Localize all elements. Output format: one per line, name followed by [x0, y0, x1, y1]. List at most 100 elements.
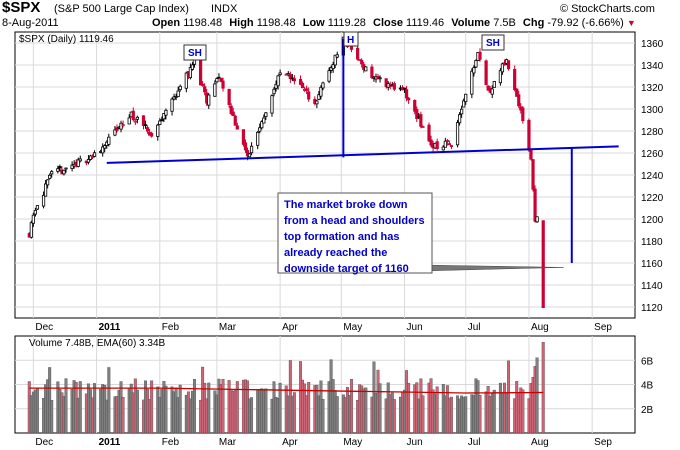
price-candle [64, 167, 68, 170]
price-candle [217, 76, 221, 79]
price-candle [517, 94, 521, 107]
price-candle [274, 83, 278, 89]
volume-bar [150, 380, 154, 433]
price-candle [435, 141, 439, 149]
x-tick-label: Sep [594, 322, 612, 333]
price-candle [413, 99, 417, 112]
ema-line [29, 387, 544, 394]
price-candle [300, 82, 305, 89]
price-candle [402, 87, 407, 90]
price-candle [364, 66, 368, 72]
chart-ticker: $SPX [2, 0, 41, 16]
price-candle [29, 222, 33, 238]
price-candle [115, 127, 119, 131]
volume-tick-label: 4B [641, 381, 654, 392]
volume-bar [107, 367, 111, 433]
price-candle [141, 115, 146, 126]
volume-bar [435, 386, 439, 433]
close-value: 1119.46 [406, 17, 445, 29]
volume-bar [292, 392, 296, 433]
volume-bar [507, 360, 511, 433]
price-candle [415, 109, 419, 119]
x-tick-label: Jun [407, 437, 423, 448]
price-candle [245, 150, 250, 157]
volume-bar [350, 379, 353, 433]
left-shoulder-label: SH [188, 48, 202, 59]
price-candle [241, 129, 246, 145]
price-candle [203, 86, 207, 93]
volume-bar [164, 385, 168, 433]
price-candle [305, 88, 309, 91]
price-candle [207, 94, 211, 106]
volume-bar [541, 342, 545, 433]
price-candle [243, 142, 248, 151]
price-candle [172, 96, 176, 100]
price-candle [472, 67, 476, 74]
open-label: Open [152, 17, 181, 29]
price-candle [258, 127, 262, 132]
change-value: -79.92 (-6.66%) [547, 17, 624, 29]
price-candle [407, 97, 411, 101]
price-candle [233, 115, 237, 126]
volume-bar [193, 379, 196, 433]
close-label: Close [373, 17, 403, 29]
price-candle [441, 146, 445, 151]
left-shoulder-tag [183, 44, 207, 61]
volume-legend: Volume 7.48B, EMA(60) 3.34B [29, 338, 166, 349]
price-candle [219, 77, 223, 82]
price-candle [360, 60, 364, 65]
price-candle [264, 112, 268, 117]
price-candle [307, 91, 311, 100]
volume-tick-label: 6B [641, 356, 654, 367]
x-tick-label: Aug [531, 322, 549, 333]
volume-bar [521, 389, 525, 433]
annotation-line-1: The market broke down [284, 199, 408, 211]
price-candle [474, 60, 478, 68]
volume-bar [392, 399, 396, 433]
neckline [106, 145, 619, 164]
ohlc-strip: Open 1198.48 High 1198.48 Low 1119.28 Cl… [152, 17, 636, 29]
price-candle [190, 64, 195, 70]
price-candle [333, 54, 337, 66]
annotation-line-2: from a head and shoulders [284, 215, 425, 227]
price-candle [378, 77, 382, 80]
price-candle [33, 210, 37, 215]
volume-bar [321, 398, 325, 433]
volume-bar [207, 382, 211, 433]
price-candle [92, 152, 97, 157]
price-candle [317, 94, 321, 100]
price-candle [498, 70, 502, 84]
volume-bar [221, 379, 225, 433]
price-candle [150, 132, 154, 137]
price-candle [421, 126, 425, 129]
price-candle [76, 159, 80, 167]
price-candle [48, 174, 52, 179]
price-candle [178, 85, 182, 91]
price-candle [427, 124, 431, 142]
volume-tick-label: 2B [641, 405, 654, 416]
price-candle [449, 145, 454, 147]
price-candle [35, 205, 40, 210]
price-candle [404, 89, 409, 99]
price-candle [276, 75, 280, 87]
x-tick-label: Apr [282, 322, 298, 333]
right-shoulder-label: SH [486, 38, 500, 49]
price-candle [502, 62, 507, 66]
x-tick-label: Jun [407, 322, 423, 333]
volume-bar [50, 400, 54, 433]
high-label: High [229, 17, 254, 29]
price-candle [249, 145, 254, 154]
price-candle [113, 129, 117, 136]
price-candle [490, 88, 494, 95]
price-candle [229, 105, 233, 115]
price-candle [215, 78, 219, 83]
y-tick-label: 1160 [641, 259, 663, 270]
price-candle [335, 54, 339, 58]
price-candle [506, 60, 511, 70]
x-tick-label: 2011 [99, 322, 121, 333]
price-candle [160, 119, 164, 122]
price-candle [370, 66, 374, 79]
price-candle [429, 139, 433, 146]
low-value: 1119.28 [327, 17, 366, 29]
price-candle [70, 164, 74, 169]
